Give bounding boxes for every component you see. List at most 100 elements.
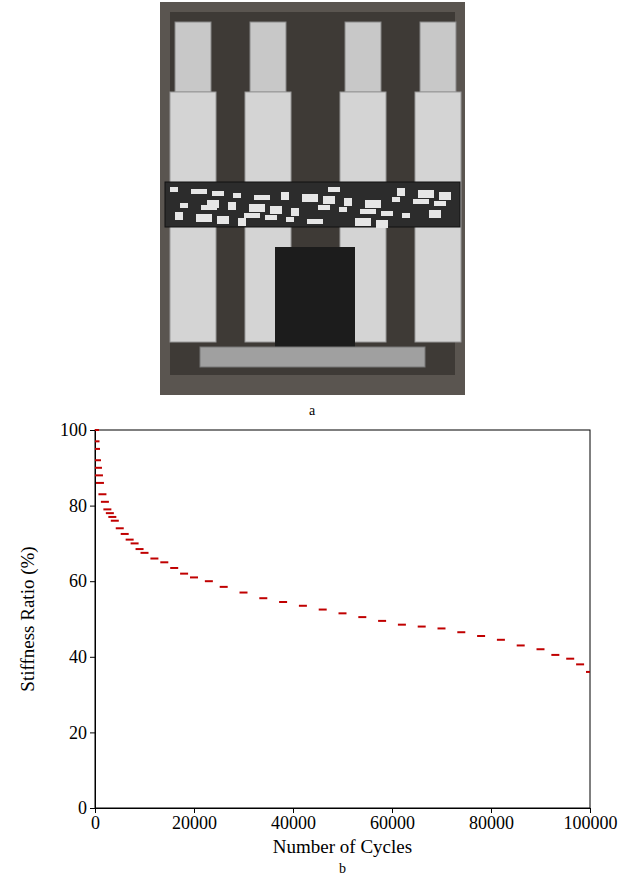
aggregate: [233, 193, 241, 198]
x-tick: 0: [91, 808, 100, 833]
aggregate: [212, 191, 224, 196]
aggregate: [302, 194, 318, 202]
aggregate: [254, 195, 270, 200]
actuator-3: [420, 22, 456, 92]
aggregate: [397, 188, 405, 196]
aggregate: [323, 196, 335, 204]
data-point: [95, 474, 103, 476]
y-tick-label: 40: [69, 647, 87, 667]
aggregate: [328, 187, 340, 192]
x-tick: 100000: [564, 808, 618, 833]
data-point: [497, 639, 505, 641]
x-tick: 20000: [172, 808, 217, 833]
data-point: [537, 648, 545, 650]
aggregate: [217, 216, 229, 224]
x-tick: 40000: [271, 808, 316, 833]
data-point: [418, 626, 426, 628]
y-tick-mark: [90, 657, 95, 658]
data-point: [106, 512, 114, 514]
data-point: [279, 601, 287, 603]
y-tick: 80: [69, 496, 95, 516]
x-tick-label: 20000: [172, 813, 217, 833]
x-tick-label: 100000: [564, 813, 618, 833]
data-point: [586, 671, 590, 673]
data-point: [141, 552, 149, 554]
y-tick-label: 80: [69, 496, 87, 516]
aggregate: [318, 205, 330, 210]
panel-caption: a: [309, 403, 316, 418]
aggregate: [439, 192, 451, 200]
data-point: [103, 508, 111, 510]
data-point: [438, 627, 446, 629]
data-point: [96, 482, 104, 484]
data-point: [358, 616, 366, 618]
aggregate: [286, 217, 294, 222]
photo-panel: [160, 2, 465, 395]
aggregate: [434, 201, 446, 206]
aggregate: [376, 220, 388, 228]
aggregate: [238, 218, 246, 226]
aggregate: [355, 218, 371, 226]
data-point: [170, 567, 178, 569]
data-point: [477, 635, 485, 637]
actuator-2: [345, 22, 381, 92]
chart: 020000400006000080000100000020406080100N…: [17, 420, 618, 876]
data-point: [517, 644, 525, 646]
y-tick: 60: [69, 571, 95, 591]
data-point: [299, 605, 307, 607]
plot-frame: [95, 430, 590, 808]
aggregate: [360, 209, 376, 214]
y-axis-line: [95, 431, 96, 809]
aggregate: [180, 203, 188, 208]
y-tick: 0: [78, 798, 95, 818]
aggregate: [344, 198, 352, 206]
panel-caption: b: [339, 861, 346, 876]
data-point: [121, 533, 129, 535]
y-tick: 20: [69, 723, 95, 743]
aggregate: [175, 212, 183, 220]
aggregate: [170, 187, 178, 192]
data-point: [95, 429, 99, 431]
data-point: [180, 573, 188, 575]
x-tick: 80000: [469, 808, 514, 833]
data-point: [101, 501, 109, 503]
y-tick: 40: [69, 647, 95, 667]
data-point: [150, 558, 158, 560]
x-axis: 0 20000 40000 60000 80000 100000: [91, 808, 618, 833]
data-point: [95, 448, 100, 450]
aggregate: [418, 190, 434, 198]
y-tick-label: 20: [69, 723, 87, 743]
y-axis: 0 20 40 60 80 100: [60, 420, 96, 818]
x-tick-label: 60000: [370, 813, 415, 833]
data-point: [576, 663, 584, 665]
data-point: [95, 467, 102, 469]
aggregate: [402, 213, 410, 218]
data-point: [108, 516, 116, 518]
y-tick-label: 0: [78, 798, 87, 818]
y-tick-mark: [90, 506, 95, 507]
aggregate: [339, 207, 347, 212]
beam-specimen: [165, 182, 460, 227]
y-tick-mark: [90, 808, 95, 809]
figure: a 0 20000 40000 60000 80000 100000 0 20 40 60 80 100…: [0, 0, 624, 880]
aggregate: [291, 208, 299, 216]
y-tick-label: 60: [69, 571, 87, 591]
aggregate: [265, 215, 277, 220]
data-point: [95, 459, 101, 461]
data-point: [551, 654, 559, 656]
data-point: [116, 527, 124, 529]
aggregate: [196, 214, 212, 222]
base-plate: [200, 347, 425, 367]
x-tick-label: 80000: [469, 813, 514, 833]
aggregate: [381, 211, 393, 216]
data-point: [205, 580, 213, 582]
x-tick: 60000: [370, 808, 415, 833]
data-point: [98, 493, 106, 495]
data-point: [259, 597, 267, 599]
y-axis-title: Stiffness Ratio (%): [17, 546, 39, 691]
data-point: [126, 539, 134, 541]
y-tick-label: 100: [60, 420, 87, 440]
aggregate: [281, 192, 289, 200]
data-point: [398, 624, 406, 626]
data-point: [190, 576, 198, 578]
